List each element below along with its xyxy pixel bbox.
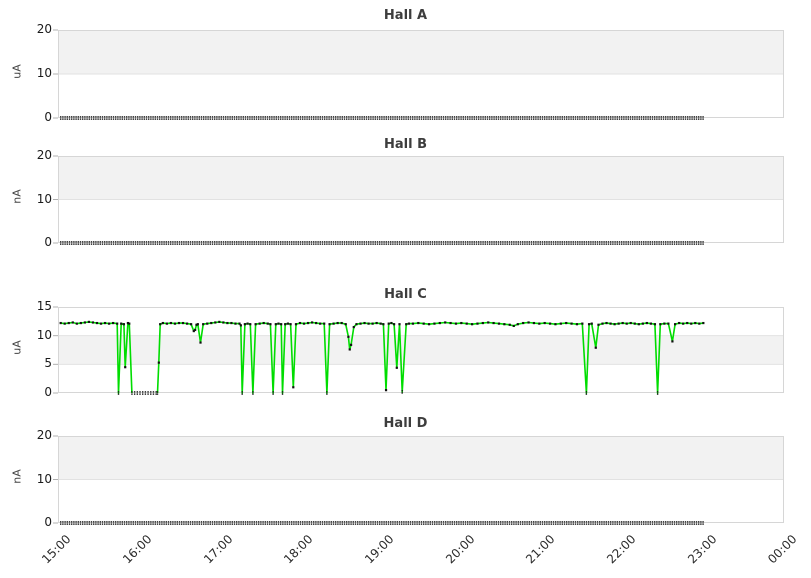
y-tick-label: 0 xyxy=(44,385,52,399)
hall-b-plot xyxy=(53,155,784,245)
x-tick-label: 15:00 xyxy=(39,532,74,567)
x-tick-label: 19:00 xyxy=(362,532,397,567)
x-tick-label: 21:00 xyxy=(523,532,558,567)
x-tick-label: 16:00 xyxy=(120,532,155,567)
y-tick-label: 10 xyxy=(36,471,52,486)
x-tick-label: 17:00 xyxy=(200,532,236,567)
y-tick-label: 20 xyxy=(36,428,52,442)
hall-d-plot xyxy=(53,435,784,525)
y-tick-label: 15 xyxy=(36,299,52,313)
x-tick-label: 20:00 xyxy=(442,532,478,567)
hall-a-plot xyxy=(53,29,784,120)
hall-c-title: Hall C xyxy=(384,287,427,302)
x-tick-label: 22:00 xyxy=(604,532,639,567)
y-tick-label: 20 xyxy=(36,22,52,36)
y-tick-label: 0 xyxy=(44,235,52,249)
hall-b-chart xyxy=(53,155,784,245)
x-tick-label: 18:00 xyxy=(281,532,316,567)
hall-d-title: Hall D xyxy=(383,416,428,431)
hall-a-chart xyxy=(53,29,784,120)
hall-b-title: Hall B xyxy=(384,137,427,152)
hall-c-plot xyxy=(53,306,784,395)
y-tick-label: 10 xyxy=(36,191,52,206)
x-tick-label: 23:00 xyxy=(684,532,720,567)
y-tick-label: 10 xyxy=(36,327,52,342)
y-tick-label: 5 xyxy=(44,356,52,371)
hall-a-title: Hall A xyxy=(383,8,428,23)
x-tick-label: 00:00 xyxy=(765,532,800,567)
y-tick-label: 0 xyxy=(44,110,52,124)
y-tick-label: 20 xyxy=(36,148,52,162)
y-tick-label: 0 xyxy=(44,515,52,529)
y-tick-label: 10 xyxy=(36,66,52,80)
hall-c-chart xyxy=(53,306,784,395)
hall-d-chart xyxy=(53,435,784,525)
